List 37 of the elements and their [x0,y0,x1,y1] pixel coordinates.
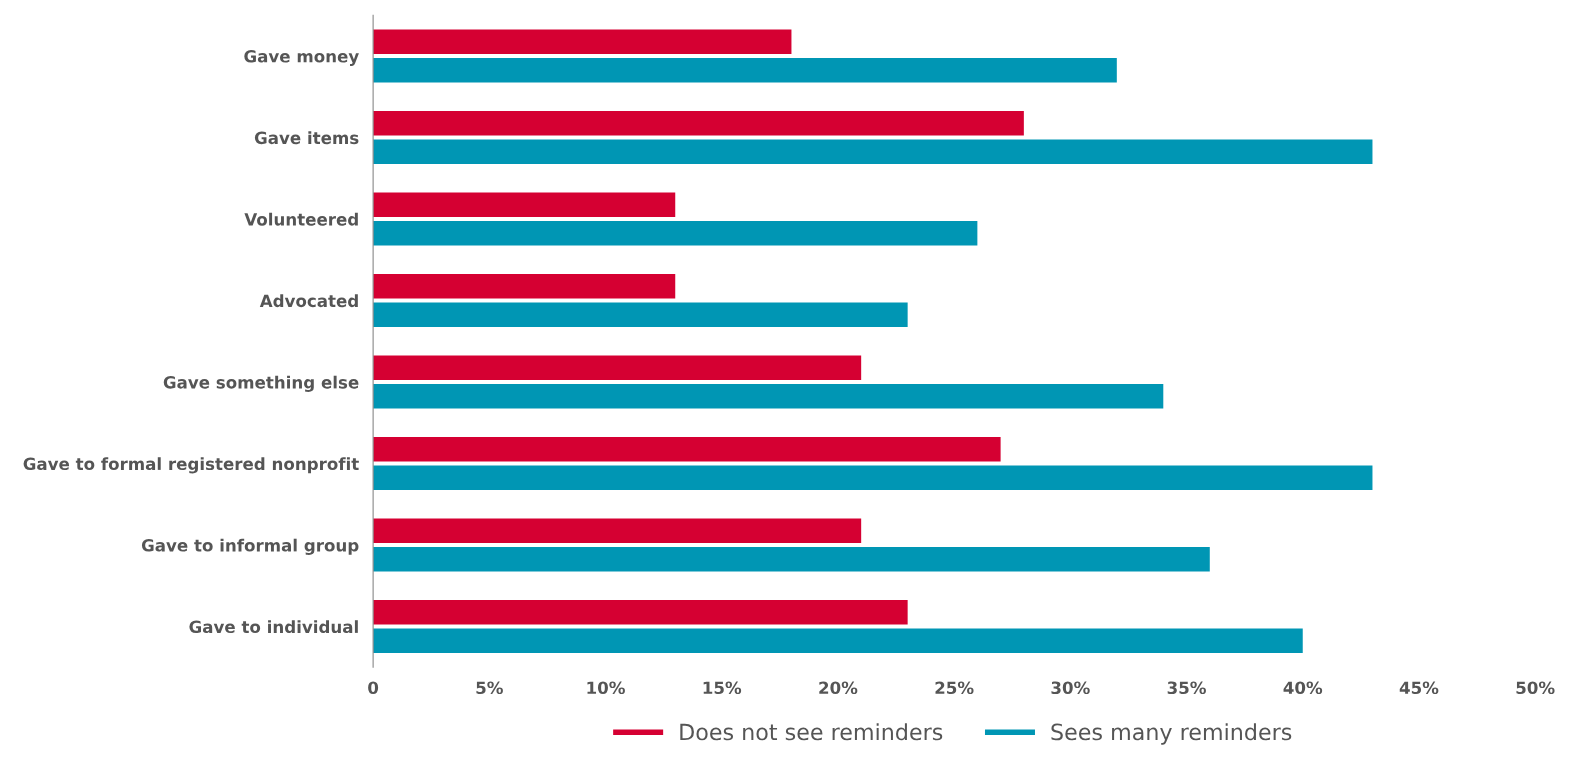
bar [373,600,908,625]
bar [373,437,1001,462]
y-tick-label: Gave to individual [189,620,358,634]
y-tick-label: Gave to informal group [141,538,359,555]
y-tick-label: Gave money [244,49,359,66]
bar [373,274,676,299]
x-tick-label: 40% [1283,681,1323,695]
x-tick-label: 35% [1167,681,1206,695]
bar [373,302,908,328]
bar [373,139,1373,165]
bar [373,192,676,218]
bar [373,111,1024,136]
bar [373,628,1303,654]
x-tick-label: 0 [368,681,379,695]
y-tick-label: Gave something else [163,375,359,392]
y-tick-label: Gave items [254,131,359,145]
legend-label: Does not see reminders [680,723,943,741]
legend-label: Sees many reminders [1051,723,1292,745]
bar [373,58,1117,83]
x-tick-label: 50% [1516,681,1555,695]
bar [373,221,978,246]
bar [373,547,1210,572]
y-tick-label: Gave to formal registered nonprofit [23,457,359,474]
y-tick-label: Advocated [259,294,358,308]
x-tick-label: 15% [703,681,742,695]
bar [373,355,862,381]
x-tick-label: 45% [1399,681,1439,695]
x-tick-label: 30% [1051,681,1090,695]
x-tick-label: 5% [476,681,503,695]
x-tick-label: 25% [935,681,974,695]
bar [373,384,1164,409]
x-tick-label: 10% [587,681,625,695]
y-tick-label: Volunteered [244,212,358,226]
bar [373,465,1373,491]
x-tick-label: 20% [819,681,858,695]
bar [373,518,862,544]
bar [373,29,792,55]
